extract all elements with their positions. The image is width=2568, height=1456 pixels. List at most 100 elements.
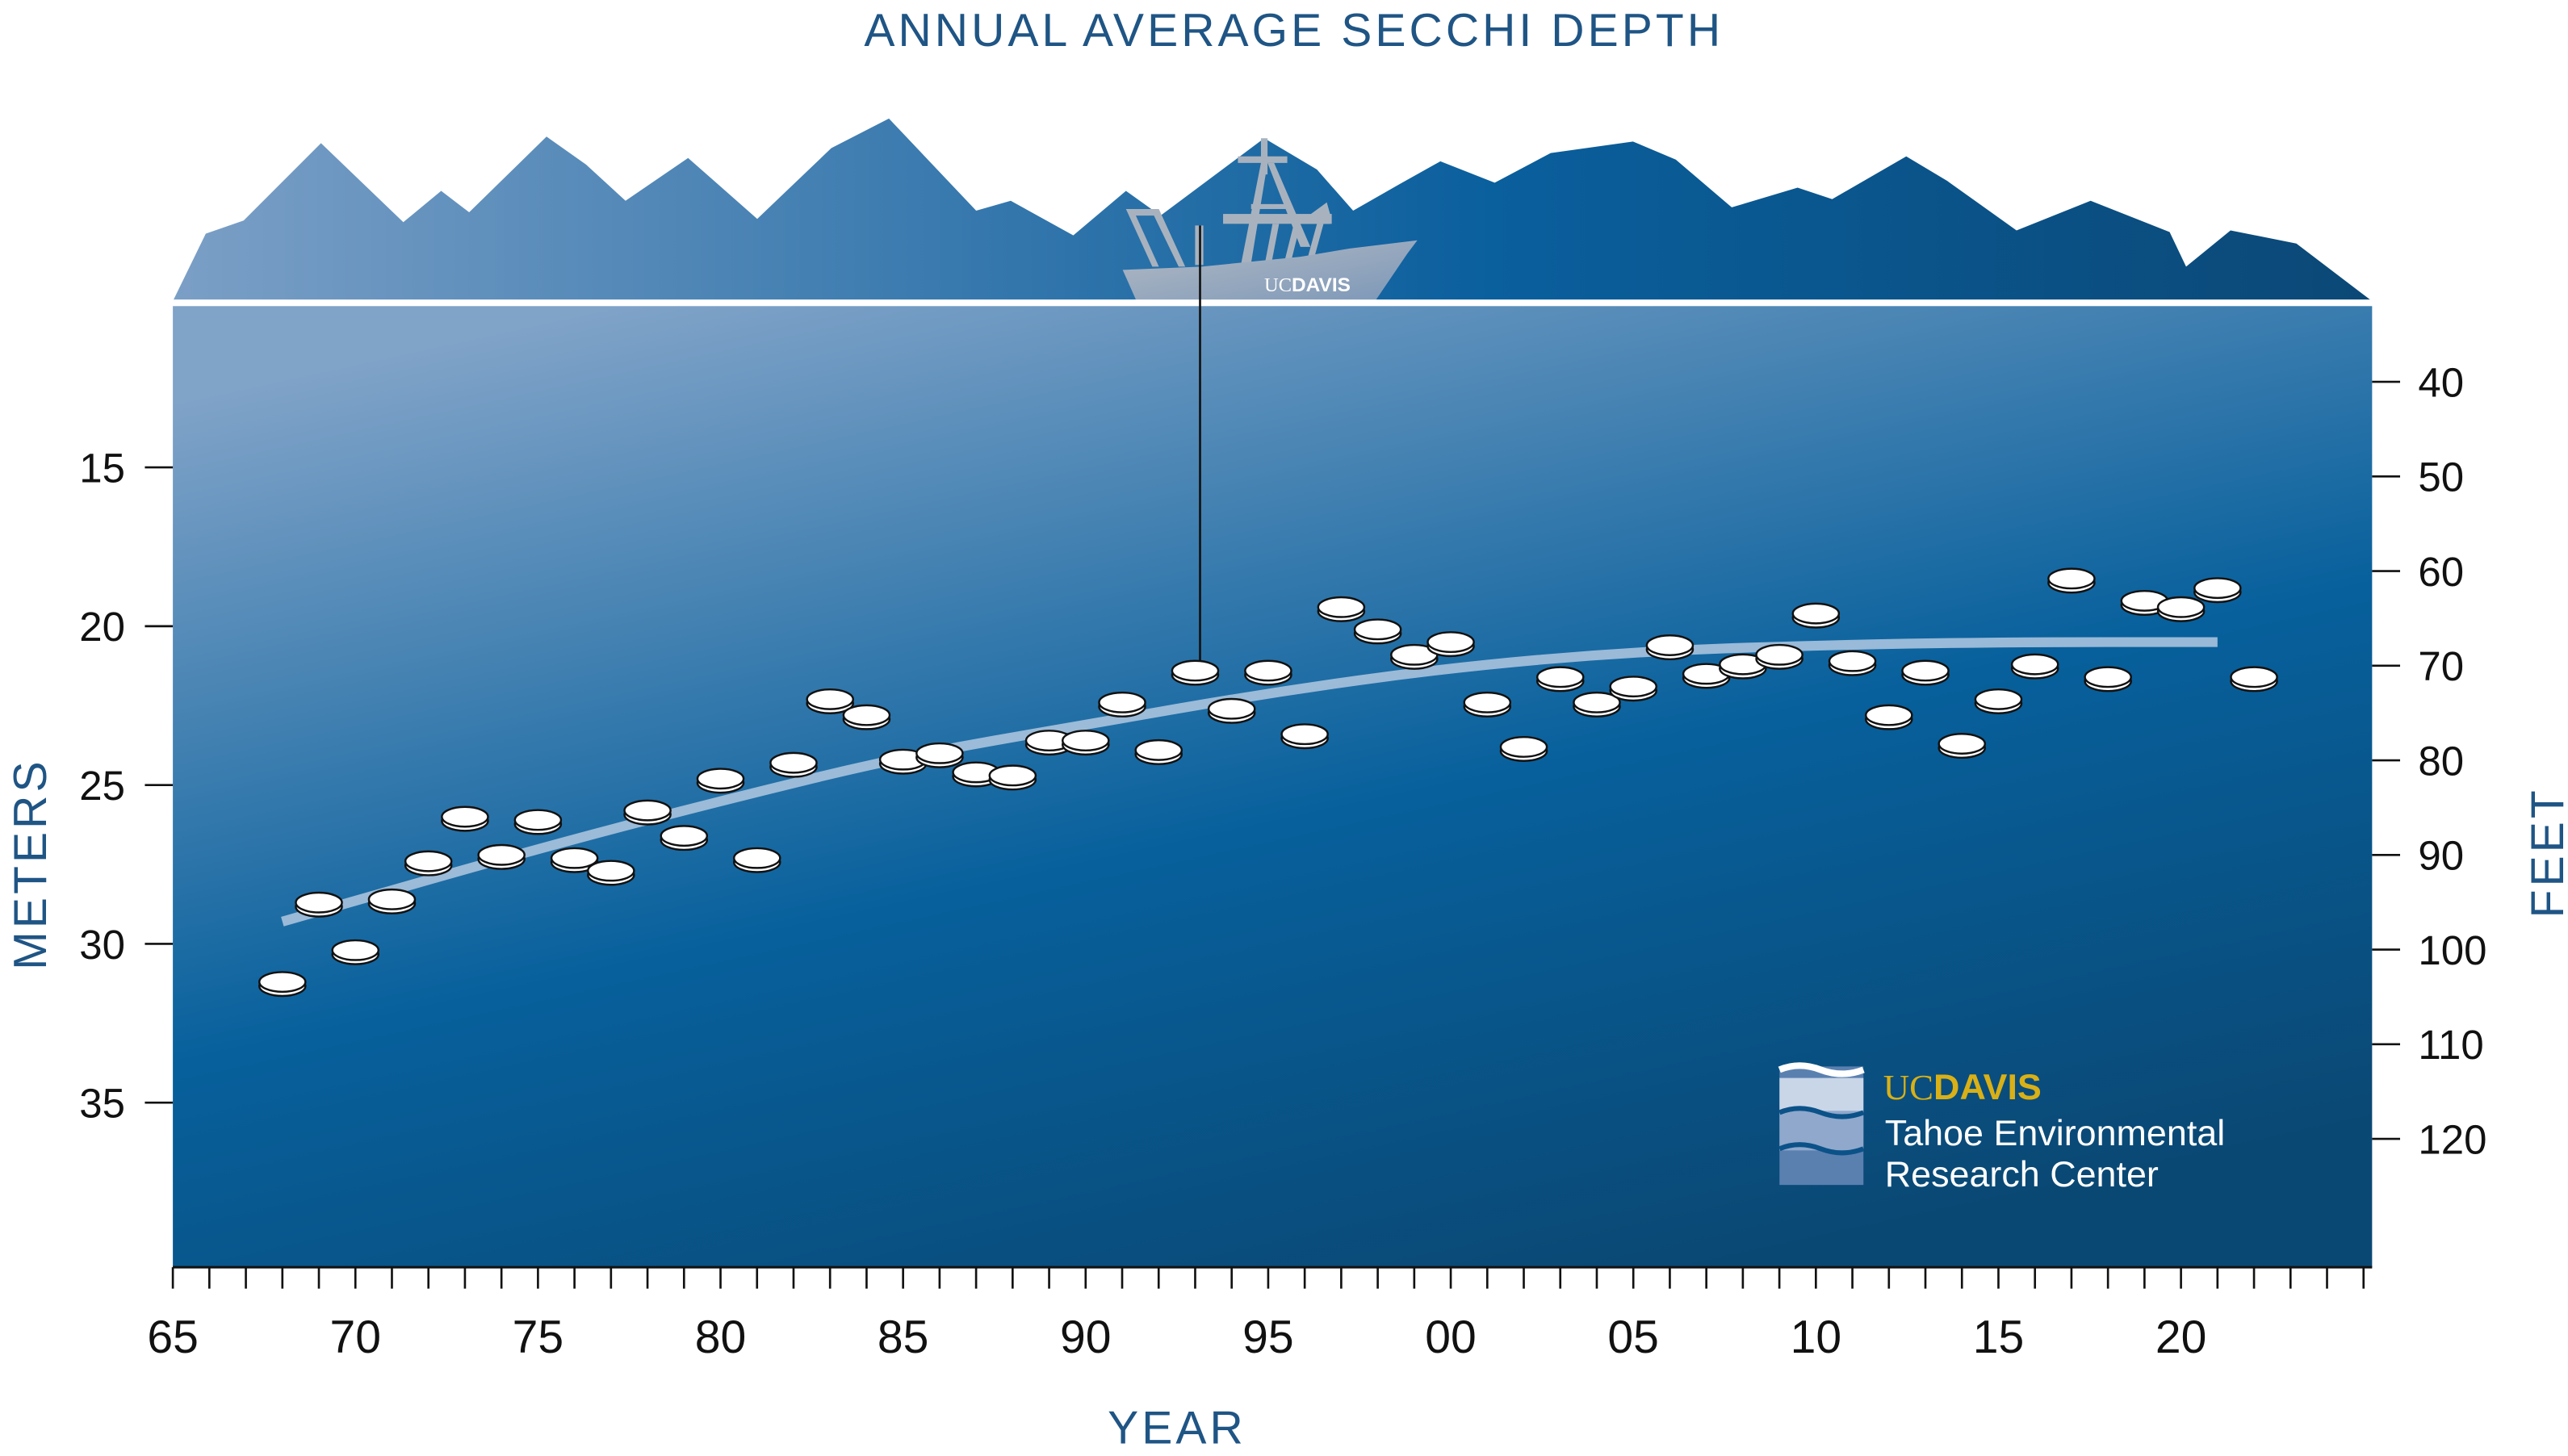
y-left-tick-label: 15	[79, 445, 125, 491]
y-axis-right-label: FEET	[2522, 787, 2568, 918]
y-left-tick-label: 20	[79, 604, 125, 650]
disk-face	[988, 764, 1037, 787]
secchi-disk-point	[2047, 567, 2096, 594]
disk-face	[1317, 596, 1366, 618]
secchi-disk-point	[2156, 596, 2206, 622]
secchi-disk-point	[1244, 659, 1292, 686]
secchi-disk-point	[367, 888, 417, 914]
secchi-disk-point	[1317, 596, 1366, 622]
disk-face	[1463, 691, 1512, 713]
secchi-disk-point	[1280, 723, 1329, 750]
logo-line2: Research Center	[1885, 1153, 2159, 1195]
disk-face	[2193, 577, 2242, 600]
mountains	[173, 118, 2373, 302]
disk-face	[1062, 730, 1110, 752]
x-tick-label: 15	[1973, 1312, 2025, 1363]
secchi-disk-point	[513, 809, 563, 835]
disk-face	[1244, 659, 1292, 682]
disk-face	[1573, 691, 1621, 713]
secchi-disk-point	[2120, 589, 2169, 616]
disk-face	[2156, 596, 2206, 618]
secchi-disk-point	[988, 764, 1037, 791]
disk-face	[2047, 567, 2096, 590]
x-tick-label: 65	[147, 1312, 198, 1363]
secchi-disk-point	[550, 847, 599, 873]
secchi-disk-point	[878, 748, 928, 775]
y-right-tick-label: 80	[2418, 738, 2464, 784]
x-tick-label: 90	[1060, 1312, 1111, 1363]
research-boat-icon: UCDAVIS	[1122, 138, 1418, 300]
logo-line1: Tahoe Environmental	[1885, 1112, 2225, 1153]
secchi-disk-point	[1098, 691, 1146, 718]
disk-face	[660, 825, 709, 847]
y-right-tick-label: 50	[2418, 454, 2464, 500]
x-tick-label: 70	[329, 1312, 380, 1363]
secchi-disk-point	[1134, 738, 1183, 765]
disk-face	[1098, 691, 1146, 713]
disk-face	[915, 742, 964, 764]
y-right-tick-label: 40	[2418, 359, 2464, 405]
trend-line	[281, 637, 2218, 927]
x-tick-label: 75	[513, 1312, 563, 1363]
svg-text:UCDAVIS: UCDAVIS	[1264, 274, 1351, 296]
secchi-disk-point	[2010, 653, 2059, 680]
disk-face	[2010, 653, 2059, 676]
axes: 65 70 75 80 85 90 95 00 05 10 15 20 15 20 25 30 35 40 50 60…	[79, 359, 2486, 1363]
disk-face	[258, 971, 307, 994]
secchi-disk-point	[2084, 666, 2132, 692]
secchi-disk-point	[1828, 650, 1877, 676]
secchi-disk-point	[1171, 659, 1220, 686]
secchi-disk-point	[660, 825, 709, 851]
secchi-disk-point	[1499, 735, 1548, 762]
secchi-disk-point	[769, 751, 818, 778]
secchi-disk-point	[1974, 688, 2023, 714]
y-right-tick-label: 90	[2418, 833, 2464, 879]
y-right-tick-label: 60	[2418, 549, 2464, 595]
svg-text:UCDAVIS: UCDAVIS	[1883, 1066, 2042, 1107]
disk-face	[295, 891, 343, 914]
disk-face	[550, 847, 599, 869]
disk-face	[587, 860, 635, 882]
secchi-disk-point	[1390, 643, 1439, 670]
secchi-disk-point	[295, 891, 343, 918]
disk-face	[1609, 676, 1657, 698]
disk-face	[1353, 618, 1402, 641]
disk-face	[1280, 723, 1329, 746]
secchi-disk-point	[1901, 659, 1950, 686]
disk-face	[1535, 666, 1585, 688]
boat-label-uc: UC	[1264, 274, 1292, 296]
x-tick-label: 00	[1425, 1312, 1476, 1363]
disk-face	[513, 809, 563, 831]
secchi-disk-point	[2193, 577, 2242, 604]
logo-davis: DAVIS	[1933, 1066, 2042, 1107]
secchi-disk-point	[842, 704, 891, 730]
disk-face	[1974, 688, 2023, 710]
secchi-disk-point	[1426, 631, 1475, 658]
x-tick-label: 85	[878, 1312, 929, 1363]
disk-face	[769, 751, 818, 774]
disk-face	[1499, 735, 1548, 758]
secchi-disk-point	[1755, 643, 1803, 670]
secchi-disk-point	[1463, 691, 1512, 718]
disk-face	[477, 843, 526, 866]
boat-label-davis: DAVIS	[1292, 274, 1351, 296]
disk-face	[367, 888, 417, 910]
secchi-disk-point	[404, 850, 453, 877]
disk-face	[1938, 733, 1987, 755]
x-tick-label: 05	[1607, 1312, 1658, 1363]
disk-face	[1645, 634, 1695, 656]
secchi-disk-point	[1353, 618, 1402, 645]
tahoe-erc-logo: UCDAVIS Tahoe Environmental Research Cen…	[1778, 1062, 2225, 1195]
x-tick-label: 10	[1791, 1312, 1842, 1363]
secchi-disk-point	[258, 971, 307, 998]
secchi-disk-point	[806, 688, 854, 714]
disk-face	[806, 688, 854, 710]
disk-face	[404, 850, 453, 872]
secchi-disk-point	[1938, 733, 1987, 759]
disk-face	[441, 805, 489, 828]
secchi-disk-point	[477, 843, 526, 870]
disk-face	[1791, 602, 1841, 625]
secchi-disk-point	[1865, 704, 1913, 730]
disk-face	[1865, 704, 1913, 726]
